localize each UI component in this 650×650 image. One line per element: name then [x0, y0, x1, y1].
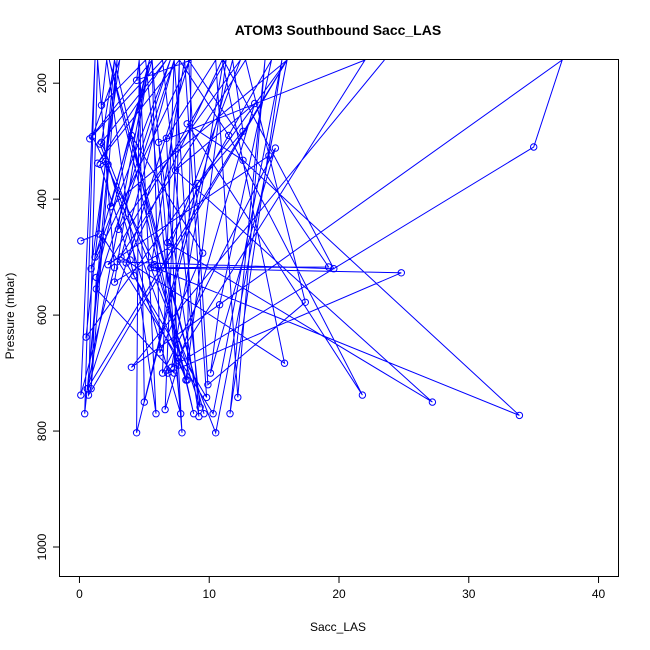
y-tick-label: 800: [35, 421, 49, 441]
data-point: [151, 263, 159, 272]
y-axis-label: Pressure (mbar): [3, 273, 17, 360]
data-point: [127, 363, 136, 371]
data-point: [162, 134, 171, 143]
x-axis-label: Sacc_LAS: [310, 620, 366, 634]
series-line: [80, 60, 563, 435]
chart-title: ATOM3 Southbound Sacc_LAS: [235, 22, 441, 38]
data-point: [206, 369, 215, 377]
x-tick-label: 20: [332, 587, 346, 601]
data-point: [251, 99, 259, 108]
data-point: [167, 363, 176, 371]
data-point: [87, 385, 95, 393]
data-point: [81, 410, 89, 418]
data-point: [132, 76, 141, 85]
data-point: [164, 238, 172, 247]
data-point: [209, 410, 217, 418]
data-point: [92, 273, 101, 282]
series-group: [77, 60, 563, 437]
data-point: [104, 160, 112, 169]
data-point: [117, 253, 125, 261]
data-point: [515, 411, 524, 420]
y-tick-label: 600: [35, 305, 49, 325]
data-point: [156, 349, 164, 357]
data-point: [132, 429, 141, 437]
data-point: [93, 159, 102, 167]
data-point: [196, 403, 204, 411]
y-tick-label: 1000: [35, 533, 49, 560]
data-point: [82, 333, 90, 341]
data-point: [330, 265, 338, 273]
data-point: [88, 132, 97, 141]
data-point: [113, 258, 121, 266]
y-tick-label: 200: [35, 73, 49, 93]
data-point: [212, 429, 220, 437]
data-point: [164, 369, 172, 377]
data-point: [92, 285, 101, 293]
data-point: [324, 263, 333, 271]
data-point: [127, 131, 136, 140]
data-point: [199, 249, 207, 257]
data-point: [215, 301, 224, 309]
data-point: [239, 156, 247, 165]
x-tick-label: 10: [203, 587, 217, 601]
data-point: [225, 131, 233, 140]
data-point: [204, 381, 212, 389]
data-point: [301, 298, 309, 306]
data-point: [130, 272, 138, 280]
data-point: [397, 269, 405, 277]
data-point: [99, 233, 107, 241]
data-point: [97, 101, 106, 109]
data-point: [239, 127, 247, 136]
data-point: [152, 410, 160, 418]
data-point: [114, 225, 123, 234]
x-tick-label: 30: [462, 587, 476, 601]
data-point: [193, 179, 202, 188]
data-point: [161, 405, 169, 414]
data-point: [86, 135, 94, 143]
data-point: [202, 393, 211, 402]
data-point: [234, 393, 242, 402]
data-point: [183, 120, 191, 128]
data-point: [226, 410, 234, 418]
y-tick-label: 400: [35, 189, 49, 209]
data-point: [428, 398, 437, 406]
data-point: [171, 166, 180, 174]
data-point: [182, 376, 190, 384]
data-point: [158, 369, 167, 377]
data-point: [280, 359, 289, 367]
data-point: [110, 278, 119, 286]
data-point: [265, 152, 273, 160]
data-point: [77, 237, 85, 245]
y-axis: 200 400 600 800 1000: [35, 73, 60, 560]
data-point: [87, 265, 95, 273]
data-point: [154, 138, 163, 147]
data-point: [122, 259, 130, 267]
data-point: [166, 243, 175, 251]
data-point: [77, 391, 85, 399]
x-tick-label: 0: [76, 587, 83, 601]
data-point: [97, 138, 106, 147]
data-point: [530, 143, 538, 151]
data-point: [178, 429, 186, 437]
data-point: [177, 410, 185, 418]
x-axis: 0 10 20 30 40: [76, 576, 606, 601]
data-point: [83, 385, 92, 393]
x-tick-label: 40: [592, 587, 606, 601]
data-point: [96, 140, 104, 148]
data-point: [271, 144, 280, 152]
plot-area: [77, 60, 563, 437]
data-point: [140, 398, 149, 406]
data-point: [358, 391, 367, 399]
data-point: [106, 203, 115, 211]
data-point: [104, 261, 112, 269]
data-point: [147, 263, 155, 272]
data-point: [195, 412, 203, 421]
data-point: [91, 253, 99, 261]
